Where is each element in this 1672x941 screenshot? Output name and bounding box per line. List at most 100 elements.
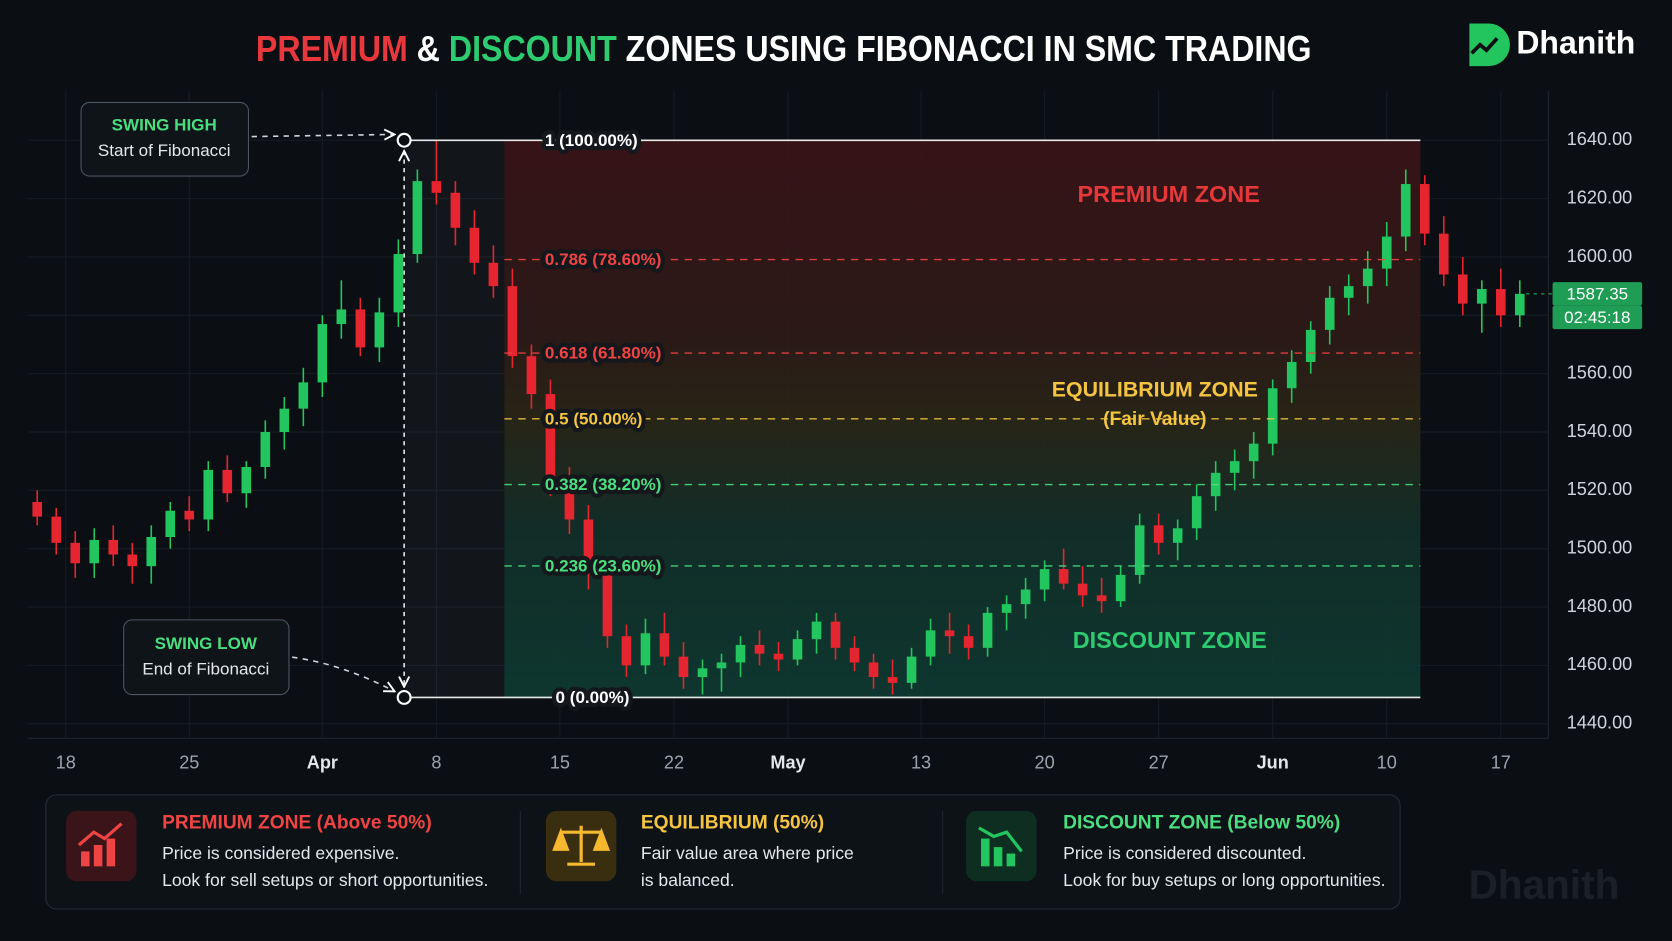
candle-body	[355, 309, 366, 348]
candle-body	[621, 636, 632, 666]
card-text: Look for buy setups or long opportunitie…	[1063, 870, 1385, 890]
candle-body	[887, 677, 898, 683]
icon-bar	[106, 838, 116, 867]
fib-label: 1 (100.00%)	[545, 131, 638, 150]
x-tick-label: 13	[911, 753, 931, 773]
candle-body	[830, 621, 841, 648]
card-text: Price is considered discounted.	[1063, 843, 1306, 863]
candle-body	[127, 554, 138, 567]
candle-body	[1343, 286, 1354, 298]
candle-body	[1077, 583, 1088, 596]
price-tag-label: 1587.35	[1567, 284, 1629, 303]
callout-box	[80, 101, 249, 177]
callout-box	[123, 619, 290, 696]
countdown-tag	[1552, 305, 1643, 330]
candle-body	[659, 633, 670, 657]
candle-body	[1153, 525, 1164, 543]
candle-body	[469, 227, 480, 263]
candle-body	[431, 181, 442, 193]
candle-body	[735, 644, 746, 663]
x-tick-label: May	[770, 753, 805, 773]
candle-body	[146, 537, 157, 567]
candle-body	[1457, 274, 1468, 304]
candle-body	[564, 484, 575, 520]
candle-body	[697, 668, 708, 678]
candle-body	[298, 382, 309, 409]
equilibrium-icon	[545, 810, 617, 882]
candle-body	[925, 630, 936, 657]
callout-arrow	[251, 134, 395, 136]
icon-arrow	[978, 826, 1023, 853]
candle-body	[1476, 289, 1487, 304]
candle-body	[1058, 569, 1069, 584]
y-tick-label: 1640.00	[1567, 129, 1633, 149]
candle-body	[792, 639, 803, 660]
candle-body	[1400, 184, 1411, 237]
card-text: Look for sell setups or short opportunit…	[162, 870, 488, 890]
candle-body	[716, 662, 727, 669]
candle-body	[222, 469, 233, 494]
y-tick-label: 1520.00	[1567, 479, 1633, 499]
candle-body	[963, 636, 974, 648]
callout-title: SWING HIGH	[112, 115, 217, 134]
logo: Dhanith	[1469, 23, 1635, 67]
candle-body	[1305, 329, 1316, 362]
candle-body	[1096, 595, 1107, 602]
candle-body	[602, 572, 613, 637]
y-tick-label: 1460.00	[1567, 654, 1633, 674]
candle-body	[241, 466, 252, 494]
y-tick-label: 1540.00	[1567, 421, 1633, 441]
candle-body	[1381, 236, 1392, 269]
candle-body	[1286, 361, 1297, 389]
swing-marker	[396, 689, 412, 705]
x-tick-label: 18	[56, 753, 76, 773]
candle-body	[374, 312, 385, 348]
zone-label: DISCOUNT ZONE	[1073, 627, 1267, 653]
y-tick-label: 1560.00	[1567, 362, 1633, 382]
title-part: DISCOUNT	[449, 28, 617, 69]
card-text: is balanced.	[641, 870, 735, 890]
candle-body	[89, 539, 100, 564]
icon-bar	[1006, 853, 1016, 867]
candle-body	[51, 516, 62, 543]
candle-body	[393, 254, 404, 313]
y-tick-label: 1500.00	[1567, 537, 1633, 557]
x-tick-label: 8	[431, 753, 441, 773]
candle-body	[1248, 443, 1259, 462]
x-tick-label: 27	[1149, 753, 1169, 773]
candle-body	[545, 394, 556, 485]
y-tick-label: 1620.00	[1567, 187, 1633, 207]
candle-body	[868, 662, 879, 678]
y-tick-label: 1480.00	[1567, 596, 1633, 616]
candle-body	[507, 286, 518, 357]
x-tick-label: Jun	[1257, 753, 1289, 773]
candle-body	[1438, 233, 1449, 275]
swing-high-callout: SWING HIGH Start of Fibonacci	[80, 101, 395, 177]
title-part: &	[417, 28, 440, 69]
icon-bar	[981, 838, 990, 867]
candle-body	[773, 653, 784, 660]
icon-bar	[993, 847, 1003, 867]
candle-body	[982, 612, 993, 648]
premium-icon	[66, 810, 137, 882]
candle-body	[526, 356, 537, 395]
candle-body	[1267, 388, 1278, 444]
x-tick-label: 17	[1491, 753, 1511, 773]
title-part: PREMIUM	[256, 28, 408, 69]
candle-body	[944, 630, 955, 637]
fib-label: 0.5 (50.00%)	[545, 409, 643, 428]
candle-body	[1039, 569, 1050, 590]
x-tick-label: 15	[550, 753, 570, 773]
candle-body	[488, 262, 499, 287]
y-tick-label: 1440.00	[1567, 712, 1633, 732]
candle-body	[412, 181, 423, 255]
candle-body	[811, 621, 822, 640]
candle-body	[1324, 297, 1335, 330]
plot-area: 1440.00 1460.00 1480.00 1500.00 1520.00 1540.…	[27, 90, 1643, 773]
x-tick-label: 10	[1377, 753, 1397, 773]
discount-icon	[966, 810, 1037, 882]
candle-body	[108, 539, 119, 555]
zone-label: EQUILIBRIUM ZONE	[1052, 378, 1258, 402]
candle-body	[184, 510, 195, 520]
